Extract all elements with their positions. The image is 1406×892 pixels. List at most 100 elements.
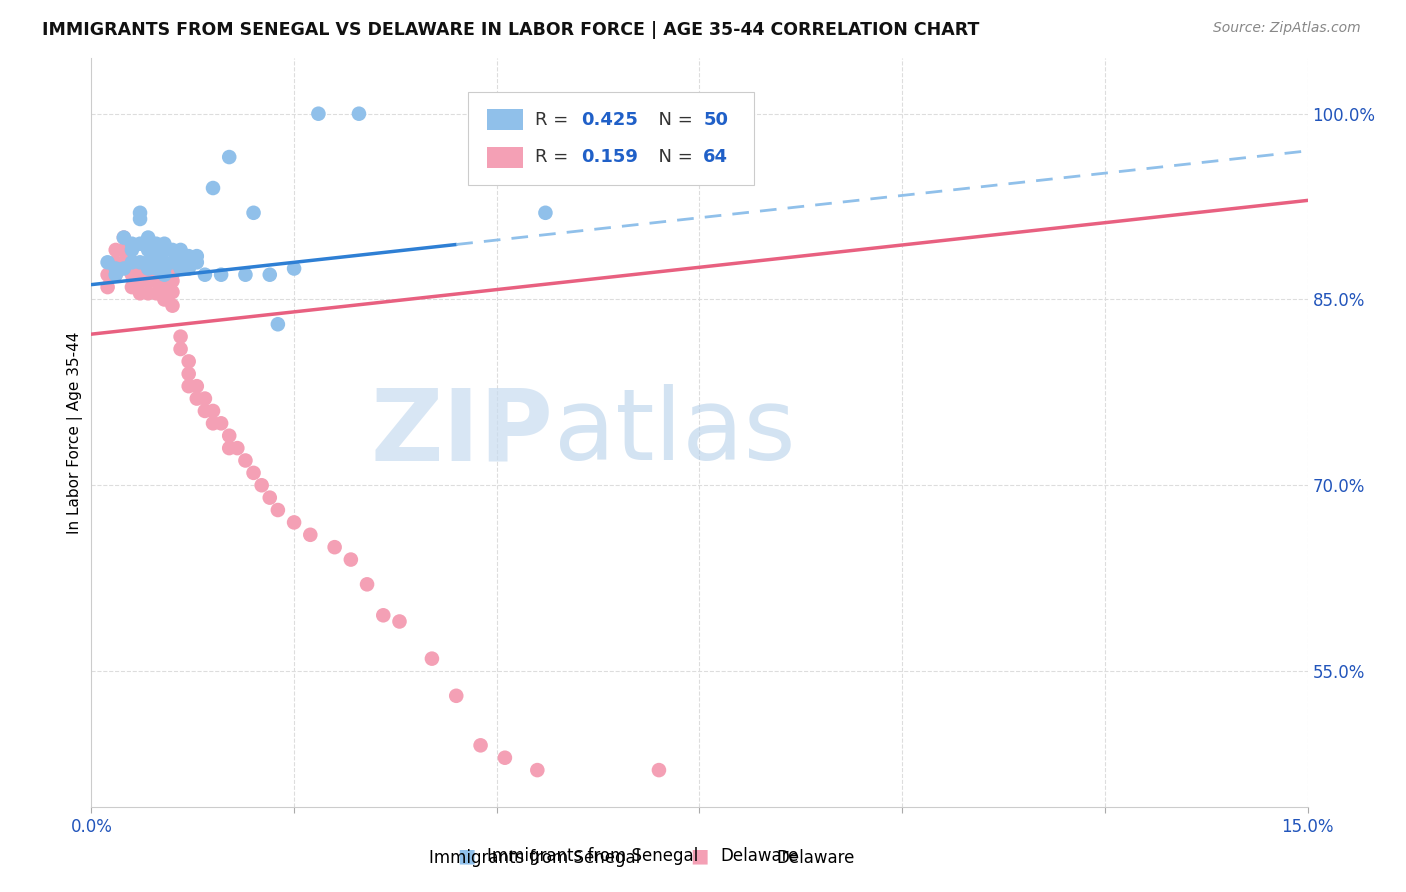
Point — [162, 255, 184, 269]
Text: 0.159: 0.159 — [582, 148, 638, 167]
Point — [145, 249, 167, 263]
Point — [169, 261, 191, 276]
Point — [259, 268, 281, 282]
Point — [494, 750, 516, 764]
Point — [153, 293, 176, 307]
Point — [526, 763, 548, 777]
Point — [194, 268, 217, 282]
Point — [267, 503, 290, 517]
Point — [420, 651, 443, 665]
Point — [347, 106, 370, 120]
Point — [145, 268, 167, 282]
Point — [218, 150, 240, 164]
Text: N =: N = — [647, 111, 699, 128]
Point — [186, 379, 208, 393]
Point — [97, 268, 120, 282]
Point — [136, 261, 159, 276]
Point — [323, 540, 346, 554]
Point — [283, 516, 305, 530]
Point — [218, 441, 240, 455]
Point — [153, 261, 176, 276]
Point — [104, 268, 127, 282]
Point — [104, 268, 127, 282]
Point — [129, 206, 152, 220]
Point — [129, 255, 152, 269]
Point — [209, 417, 232, 431]
Point — [97, 280, 120, 294]
Point — [153, 268, 176, 282]
Point — [177, 367, 200, 381]
Text: Source: ZipAtlas.com: Source: ZipAtlas.com — [1213, 21, 1361, 35]
Text: 0.425: 0.425 — [582, 111, 638, 128]
Point — [129, 236, 152, 251]
Point — [194, 404, 217, 418]
Y-axis label: In Labor Force | Age 35-44: In Labor Force | Age 35-44 — [67, 332, 83, 533]
Point — [169, 329, 191, 343]
Point — [129, 286, 152, 301]
Point — [299, 528, 322, 542]
FancyBboxPatch shape — [486, 109, 523, 130]
FancyBboxPatch shape — [468, 92, 754, 186]
Point — [121, 236, 143, 251]
Point — [136, 261, 159, 276]
Point — [121, 268, 143, 282]
Point — [202, 417, 225, 431]
Point — [97, 255, 120, 269]
Point — [153, 255, 176, 269]
Point — [153, 236, 176, 251]
Text: Immigrants from Senegal: Immigrants from Senegal — [486, 847, 697, 865]
Text: 50: 50 — [703, 111, 728, 128]
Point — [162, 243, 184, 257]
Text: R =: R = — [536, 111, 574, 128]
Point — [136, 286, 159, 301]
FancyBboxPatch shape — [486, 147, 523, 168]
Point — [129, 268, 152, 282]
Text: Immigrants from Senegal: Immigrants from Senegal — [429, 849, 640, 867]
Point — [153, 280, 176, 294]
Point — [267, 318, 290, 332]
Text: Delaware: Delaware — [776, 849, 855, 867]
Point — [145, 261, 167, 276]
Point — [444, 689, 467, 703]
Point — [121, 243, 143, 257]
Point — [235, 268, 257, 282]
Point — [202, 404, 225, 418]
Point — [177, 379, 200, 393]
Point — [202, 181, 225, 195]
Point — [567, 106, 589, 120]
Point — [356, 577, 378, 591]
Point — [104, 261, 127, 276]
Point — [112, 230, 135, 244]
Point — [136, 230, 159, 244]
Point — [340, 552, 363, 566]
Point — [112, 255, 135, 269]
Point — [136, 236, 159, 251]
Point — [307, 106, 329, 120]
Point — [242, 466, 264, 480]
Point — [169, 342, 191, 356]
Point — [194, 392, 217, 406]
Point — [169, 243, 191, 257]
Point — [218, 428, 240, 442]
Point — [226, 441, 249, 455]
Text: 64: 64 — [703, 148, 728, 167]
Point — [145, 236, 167, 251]
Point — [235, 453, 257, 467]
Point — [129, 274, 152, 288]
Point — [186, 255, 208, 269]
Point — [177, 261, 200, 276]
Point — [250, 478, 273, 492]
Point — [648, 763, 671, 777]
Point — [373, 608, 395, 623]
Point — [145, 274, 167, 288]
Point — [186, 392, 208, 406]
Point — [162, 285, 184, 299]
Point — [186, 249, 208, 263]
Text: atlas: atlas — [554, 384, 796, 481]
Point — [153, 268, 176, 282]
Point — [121, 255, 143, 269]
Point — [259, 491, 281, 505]
Text: IMMIGRANTS FROM SENEGAL VS DELAWARE IN LABOR FORCE | AGE 35-44 CORRELATION CHART: IMMIGRANTS FROM SENEGAL VS DELAWARE IN L… — [42, 21, 980, 38]
Point — [145, 286, 167, 301]
Point — [145, 255, 167, 269]
